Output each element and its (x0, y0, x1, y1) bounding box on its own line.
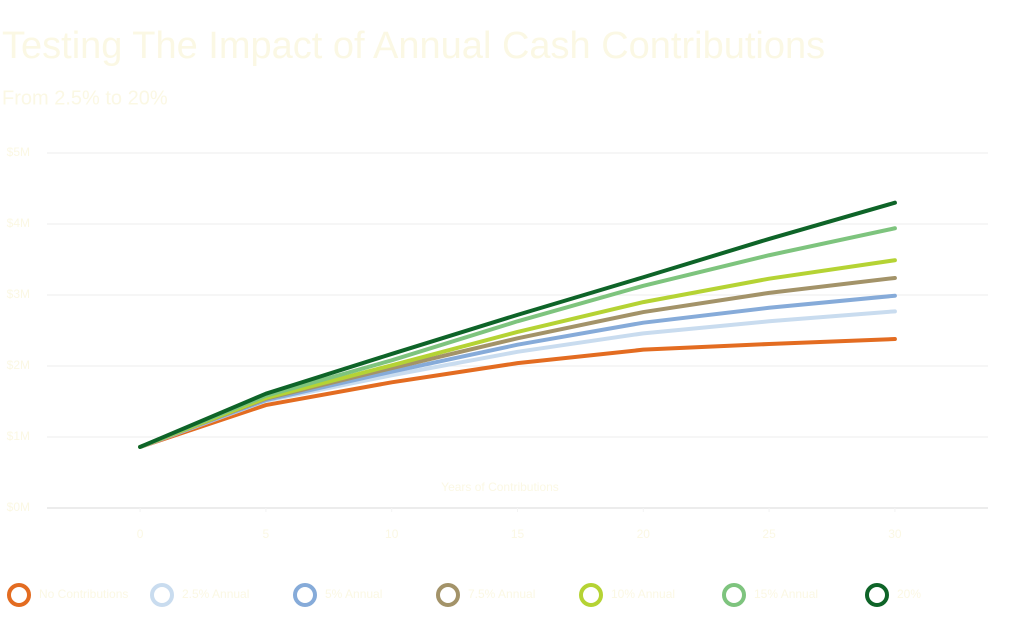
legend-marker (436, 583, 460, 607)
x-tick-label: 20 (637, 527, 651, 541)
legend-label: No Contributions (39, 587, 128, 601)
series-line (138, 200, 897, 449)
legend-label: 15% Annual (754, 587, 818, 601)
legend-label: 2.5% Annual (182, 587, 249, 601)
legend-marker (722, 583, 746, 607)
legend-marker (579, 583, 603, 607)
y-tick-label: $1M (7, 429, 30, 443)
legend-label: 5% Annual (325, 587, 382, 601)
x-tick-label: 25 (762, 527, 776, 541)
legend-marker (293, 583, 317, 607)
y-tick-label: $5M (7, 145, 30, 159)
legend-label: 20% (897, 587, 921, 601)
x-axis-title: Years of Contributions (441, 480, 559, 494)
chart-subtitle: From 2.5% to 20% (2, 87, 168, 109)
y-tick-label: $2M (7, 358, 30, 372)
legend-marker (150, 583, 174, 607)
series-line (138, 337, 897, 449)
x-tick-label: 15 (511, 527, 525, 541)
x-tick-label: 30 (888, 527, 902, 541)
legend-label: 10% Annual (611, 587, 675, 601)
chart-title: Testing The Impact of Annual Cash Contri… (2, 25, 825, 67)
x-tick-label: 10 (385, 527, 399, 541)
x-tick-label: 5 (263, 527, 270, 541)
legend-label: 7.5% Annual (468, 587, 535, 601)
x-tick-label: 0 (137, 527, 144, 541)
y-tick-label: $4M (7, 216, 30, 230)
legend-marker (865, 583, 889, 607)
y-tick-label: $3M (7, 287, 30, 301)
y-tick-label: $0M (7, 500, 30, 514)
legend-marker (7, 583, 31, 607)
